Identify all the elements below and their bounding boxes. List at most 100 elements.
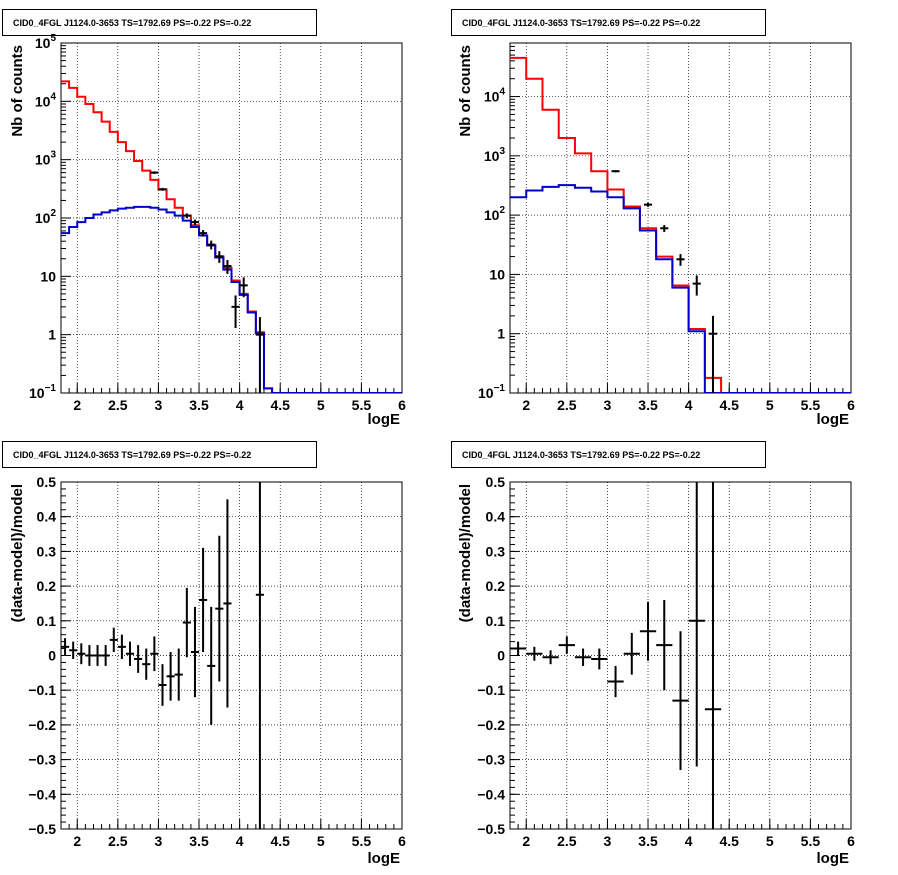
x-tick-label: 2 — [73, 833, 81, 849]
x-tick-label: 4.5 — [719, 833, 739, 849]
y-tick-label: 0.5 — [37, 474, 57, 490]
x-tick-label: 3.5 — [189, 397, 209, 413]
x-tick-label: 6 — [398, 397, 406, 413]
y-tick-label: 102 — [484, 205, 506, 223]
y-tick-label: 0.3 — [37, 543, 57, 559]
x-axis-label: logE — [817, 411, 850, 428]
y-axis-label: Nb of counts — [457, 45, 474, 137]
x-tick-label: 2 — [522, 833, 530, 849]
y-tick-label: 1 — [497, 326, 505, 342]
x-tick-label: 3 — [155, 397, 163, 413]
residuals-right-panel: CID0_4FGL J1124.0-3653 TS=1792.69 PS=-0.… — [451, 441, 855, 867]
y-tick-label: 0.2 — [37, 578, 57, 594]
y-tick-label: 0 — [48, 648, 56, 664]
y-tick-label: 0.1 — [37, 613, 57, 629]
title-box — [2, 9, 317, 36]
y-tick-label: 10 — [40, 268, 56, 284]
chart-title: CID0_4FGL J1124.0-3653 TS=1792.69 PS=-0.… — [462, 450, 700, 460]
x-tick-label: 5.5 — [352, 833, 372, 849]
title-box — [451, 9, 766, 36]
x-tick-label: 5.5 — [801, 397, 821, 413]
y-tick-label: −0.1 — [28, 682, 56, 698]
y-tick-label: −0.4 — [28, 786, 56, 802]
y-tick-label: −0.2 — [28, 717, 56, 733]
chart-title: CID0_4FGL J1124.0-3653 TS=1792.69 PS=-0.… — [13, 18, 251, 28]
x-tick-label: 2.5 — [557, 833, 577, 849]
y-axis-label: (data-model)/model — [9, 484, 26, 622]
data-layer — [61, 80, 402, 393]
y-tick-label: 1 — [48, 327, 56, 343]
x-axis-label: logE — [368, 411, 401, 428]
y-tick-label: 10−1 — [29, 383, 56, 401]
y-tick-label: 102 — [35, 208, 57, 226]
y-tick-label: −0.3 — [477, 752, 505, 768]
y-tick-label: −0.5 — [477, 821, 505, 837]
y-tick-label: −0.5 — [28, 821, 56, 837]
y-tick-label: 0.4 — [486, 509, 506, 525]
x-tick-label: 2 — [73, 397, 81, 413]
x-tick-label: 5 — [317, 833, 325, 849]
y-tick-label: 0.2 — [486, 578, 506, 594]
chart-title: CID0_4FGL J1124.0-3653 TS=1792.69 PS=-0.… — [462, 18, 700, 28]
y-tick-label: 10−1 — [478, 383, 505, 401]
y-tick-label: 104 — [35, 91, 57, 109]
x-tick-label: 3.5 — [638, 397, 658, 413]
x-tick-label: 5 — [766, 833, 774, 849]
y-axis-label: (data-model)/model — [457, 484, 474, 622]
total_model-histogram — [510, 56, 851, 393]
title-box — [2, 441, 317, 468]
y-tick-label: 0.4 — [37, 509, 57, 525]
x-axis-label: logE — [817, 850, 850, 867]
y-tick-label: −0.1 — [477, 682, 505, 698]
data-layer — [61, 482, 264, 829]
x-axis-label: logE — [368, 850, 401, 867]
x-tick-label: 4 — [236, 397, 244, 413]
data-layer — [510, 56, 851, 393]
x-tick-label: 4.5 — [270, 397, 290, 413]
residuals-left-panel: CID0_4FGL J1124.0-3653 TS=1792.69 PS=-0.… — [2, 441, 406, 867]
x-tick-label: 4.5 — [270, 833, 290, 849]
total_model-histogram — [61, 80, 402, 393]
x-tick-label: 4 — [685, 397, 693, 413]
x-tick-label: 5 — [317, 397, 325, 413]
x-tick-label: 3.5 — [189, 833, 209, 849]
counts-right-panel: CID0_4FGL J1124.0-3653 TS=1792.69 PS=-0.… — [451, 9, 855, 428]
x-tick-label: 3 — [604, 833, 612, 849]
data-layer — [510, 482, 722, 829]
y-tick-label: 104 — [484, 87, 506, 105]
y-tick-label: 0 — [497, 648, 505, 664]
x-tick-label: 2 — [522, 397, 530, 413]
y-tick-label: 0.3 — [486, 543, 506, 559]
source_model-histogram — [510, 184, 851, 393]
y-tick-label: −0.4 — [477, 786, 505, 802]
y-tick-label: 103 — [484, 146, 506, 164]
counts-left-panel: CID0_4FGL J1124.0-3653 TS=1792.69 PS=-0.… — [2, 9, 406, 428]
x-tick-label: 2.5 — [108, 397, 128, 413]
source_model-histogram — [61, 205, 402, 393]
x-tick-label: 6 — [847, 833, 855, 849]
title-box — [451, 441, 766, 468]
y-tick-label: −0.2 — [477, 717, 505, 733]
x-tick-label: 2.5 — [108, 833, 128, 849]
x-tick-label: 6 — [398, 833, 406, 849]
y-tick-label: 105 — [35, 33, 57, 51]
y-axis-label: Nb of counts — [9, 45, 26, 137]
x-tick-label: 3 — [604, 397, 612, 413]
x-tick-label: 6 — [847, 397, 855, 413]
y-tick-label: 10 — [489, 266, 505, 282]
x-tick-label: 4 — [685, 833, 693, 849]
x-tick-label: 4.5 — [719, 397, 739, 413]
y-tick-label: 0.5 — [486, 474, 506, 490]
x-tick-label: 5 — [766, 397, 774, 413]
plot-frame — [509, 42, 852, 394]
y-tick-label: 0.1 — [486, 613, 506, 629]
x-tick-label: 5.5 — [352, 397, 372, 413]
x-tick-label: 3.5 — [638, 833, 658, 849]
x-tick-label: 3 — [155, 833, 163, 849]
chart-title: CID0_4FGL J1124.0-3653 TS=1792.69 PS=-0.… — [13, 450, 251, 460]
x-tick-label: 2.5 — [557, 397, 577, 413]
y-tick-label: −0.3 — [28, 752, 56, 768]
x-tick-label: 4 — [236, 833, 244, 849]
y-tick-label: 103 — [35, 150, 57, 168]
